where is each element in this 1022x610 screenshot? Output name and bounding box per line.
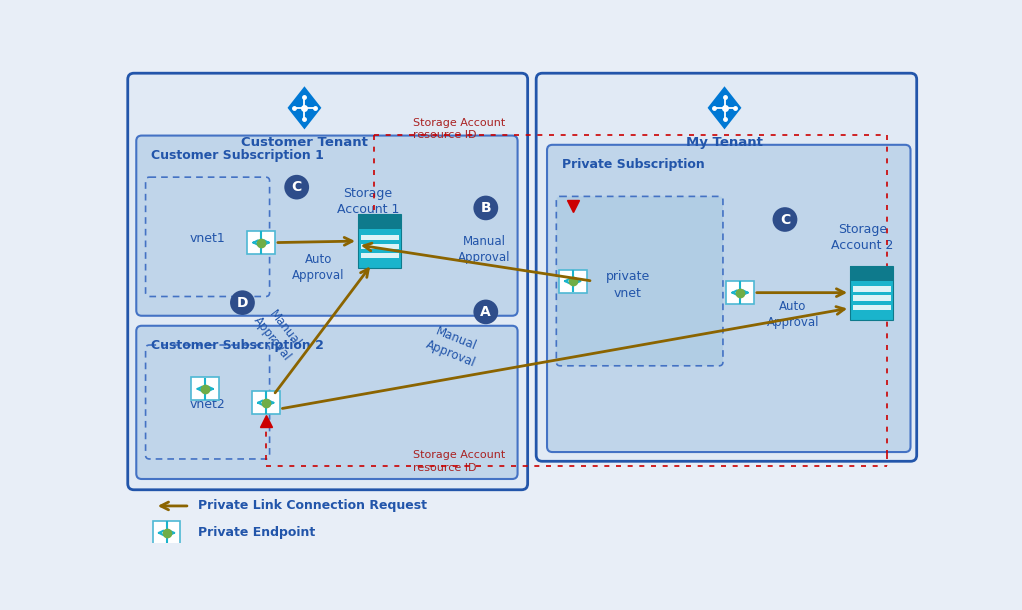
Text: B: B [480,201,492,215]
Text: My Tenant: My Tenant [686,137,763,149]
Text: Auto
Approval: Auto Approval [766,300,819,329]
FancyBboxPatch shape [136,135,517,316]
FancyBboxPatch shape [547,145,911,452]
Circle shape [773,207,797,232]
Bar [359,214,401,229]
Text: Manual
Approval: Manual Approval [251,304,307,363]
Text: D: D [237,296,248,310]
Text: C: C [780,212,790,226]
Bar [852,286,891,292]
Bar [726,281,754,304]
Text: vnet2: vnet2 [190,398,226,411]
Bar [361,244,399,249]
FancyBboxPatch shape [128,73,527,490]
Bar [359,229,401,268]
Text: C: C [291,180,301,194]
Bar [152,522,181,545]
Circle shape [473,196,498,220]
Text: Auto
Approval: Auto Approval [292,253,344,282]
Text: Storage
Account 2: Storage Account 2 [831,223,893,253]
Text: Customer Subscription 1: Customer Subscription 1 [151,149,324,162]
Text: vnet1: vnet1 [190,232,226,245]
Text: Storage Account
resource ID: Storage Account resource ID [413,118,505,140]
Polygon shape [707,86,741,129]
Text: Customer Tenant: Customer Tenant [241,137,368,149]
Circle shape [230,290,254,315]
FancyBboxPatch shape [136,326,517,479]
Bar [361,253,399,258]
Bar [191,378,219,400]
Bar [850,281,893,320]
Bar [361,235,399,240]
Bar [251,391,280,414]
Text: Storage
Account 1: Storage Account 1 [337,187,400,216]
Text: A: A [480,305,492,319]
Bar [559,270,587,293]
Bar [852,304,891,310]
FancyBboxPatch shape [537,73,917,461]
Text: Customer Subscription 2: Customer Subscription 2 [151,339,324,352]
Circle shape [473,300,498,325]
Bar [247,231,275,254]
Text: Storage Account
resource ID: Storage Account resource ID [413,451,505,473]
Bar [850,266,893,281]
Text: Manual
Approval: Manual Approval [458,235,511,264]
Polygon shape [287,86,321,129]
Bar [850,266,893,320]
FancyBboxPatch shape [556,196,723,366]
Text: Private Link Connection Request: Private Link Connection Request [197,500,426,512]
Bar [852,295,891,301]
Text: Private Endpoint: Private Endpoint [197,526,315,539]
Text: Private Subscription: Private Subscription [562,158,704,171]
Bar [359,214,401,268]
Circle shape [284,175,309,199]
Text: Manual
Approval: Manual Approval [423,323,483,370]
Text: private
vnet: private vnet [605,270,650,300]
